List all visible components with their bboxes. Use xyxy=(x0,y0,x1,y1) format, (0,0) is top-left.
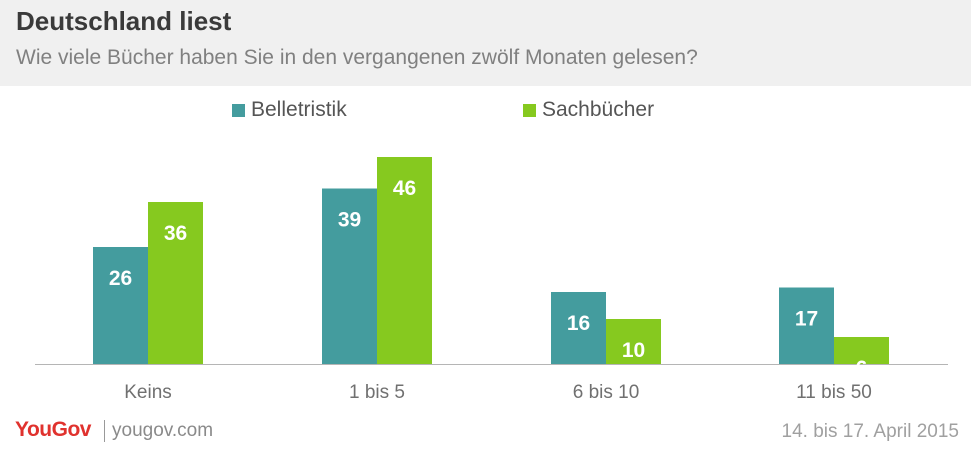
bar-sachb-cher-1-bis-5 xyxy=(377,157,432,364)
legend-item-belletristik: Belletristik xyxy=(232,98,347,122)
bar-belletristik-keins xyxy=(93,247,148,364)
data-label-belletristik-6-bis-10: 16 xyxy=(567,312,590,335)
bar-belletristik-1-bis-5 xyxy=(322,188,377,364)
x-tick-label-1-bis-5: 1 bis 5 xyxy=(349,382,405,403)
bar-sachb-cher-keins xyxy=(148,202,203,364)
yougov-logo: YouGov xyxy=(15,418,91,441)
legend-label-belletristik: Belletristik xyxy=(251,98,347,121)
bar-belletristik-11-bis-50 xyxy=(779,287,834,364)
legend-swatch-belletristik xyxy=(232,103,245,117)
bar-sachb-cher-11-bis-50 xyxy=(834,337,889,364)
data-label-belletristik-11-bis-50: 17 xyxy=(795,308,818,331)
chart-title: Deutschland liest xyxy=(16,6,232,36)
bar-sachb-cher-6-bis-10 xyxy=(606,319,661,364)
x-tick-label-11-bis-50: 11 bis 50 xyxy=(796,382,872,403)
footer-date: 14. bis 17. April 2015 xyxy=(781,421,959,442)
chart-header: Deutschland liest Wie viele Bücher haben… xyxy=(0,0,971,86)
bar-belletristik-6-bis-10 xyxy=(551,292,606,364)
chart-subtitle: Wie viele Bücher haben Sie in den vergan… xyxy=(16,46,698,69)
data-label-sachb-cher-11-bis-50: 6 xyxy=(856,357,868,380)
x-tick-label-6-bis-10: 6 bis 10 xyxy=(573,382,640,403)
legend: Belletristik Sachbücher xyxy=(0,98,971,128)
data-label-belletristik-keins: 26 xyxy=(109,267,132,290)
legend-swatch-sachbuecher xyxy=(523,103,536,117)
data-label-sachb-cher-1-bis-5: 46 xyxy=(393,177,416,200)
legend-item-sachbuecher: Sachbücher xyxy=(523,98,654,122)
data-label-belletristik-1-bis-5: 39 xyxy=(338,209,361,232)
data-label-sachb-cher-keins: 36 xyxy=(164,222,187,245)
legend-label-sachbuecher: Sachbücher xyxy=(542,98,655,121)
footer-divider xyxy=(104,420,105,442)
data-label-sachb-cher-6-bis-10: 10 xyxy=(622,339,645,362)
x-tick-label-keins: Keins xyxy=(124,382,172,403)
footer-site-link[interactable]: yougov.com xyxy=(112,420,214,441)
